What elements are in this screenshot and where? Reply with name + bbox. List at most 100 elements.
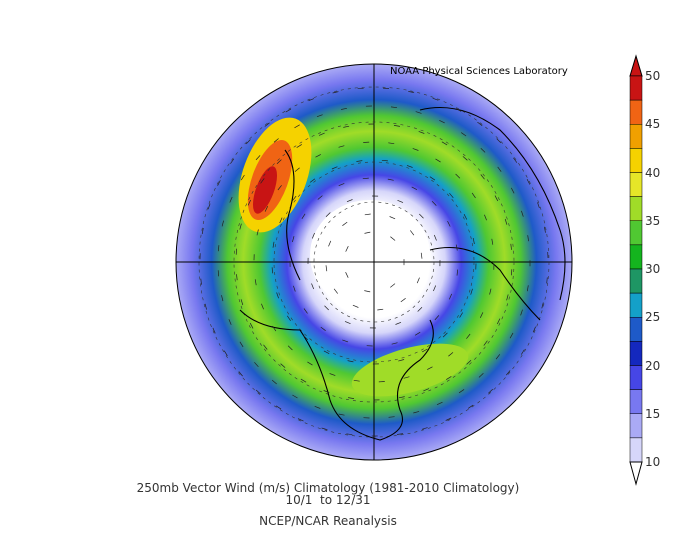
colorbar-swatch xyxy=(629,292,643,318)
wind-arrow xyxy=(229,196,233,203)
colorbar-tick-label: 40 xyxy=(645,165,661,180)
wind-arrow xyxy=(484,214,487,221)
wind-arrow xyxy=(240,174,245,181)
wind-arrow xyxy=(272,241,275,248)
wind-arrow xyxy=(264,206,269,212)
colorbar-min-arrow xyxy=(629,461,643,486)
wind-arrow xyxy=(389,216,396,220)
wind-arrow xyxy=(496,318,501,325)
wind-arrow xyxy=(255,155,261,161)
wind-arrow xyxy=(544,226,546,233)
wind-arrow xyxy=(390,283,396,288)
colorbar-swatch xyxy=(629,317,643,342)
wind-arrow xyxy=(297,418,304,422)
wind-arrow xyxy=(410,230,415,236)
wind-arrow xyxy=(261,303,264,310)
wind-arrow xyxy=(387,178,394,181)
wind-arrow xyxy=(477,121,483,126)
wind-arrow xyxy=(442,332,448,338)
wind-arrow xyxy=(276,292,279,299)
polar-low-wind xyxy=(310,200,430,310)
wind-arrow xyxy=(521,210,524,217)
color-legend xyxy=(629,54,643,486)
wind-arrow xyxy=(416,277,420,284)
wind-arrow xyxy=(279,217,283,224)
wind-arrow xyxy=(343,125,350,128)
wind-arrow xyxy=(420,252,423,259)
wind-arrow xyxy=(491,238,494,245)
wind-arrow xyxy=(520,309,523,316)
wind-arrow xyxy=(201,228,204,235)
wind-arrow xyxy=(346,433,353,436)
colorbar-tick-label: 20 xyxy=(645,358,661,373)
latitude-circles xyxy=(198,86,550,438)
wind-arrow xyxy=(461,132,467,137)
colorbar-swatch xyxy=(629,365,643,390)
wind-arrow xyxy=(333,288,338,294)
wind-arrow xyxy=(455,108,462,112)
wind-arrow xyxy=(320,326,326,331)
atlantic-jet xyxy=(351,343,469,397)
colorbar-tick-label: 35 xyxy=(645,213,661,228)
colorbar-swatch xyxy=(629,389,643,414)
wind-arrow xyxy=(463,214,468,220)
wind-arrow xyxy=(381,159,388,162)
colorbar-swatch xyxy=(629,413,643,439)
wind-arrow xyxy=(263,344,268,350)
wind-arrow xyxy=(271,267,273,274)
wind-arrow xyxy=(318,132,325,136)
wind-arrow xyxy=(532,326,536,333)
wind-arrow xyxy=(315,154,321,158)
wind-arrow xyxy=(488,388,494,394)
wind-arrow xyxy=(506,294,509,301)
wind-arrow xyxy=(472,238,475,244)
wind-arrow xyxy=(513,157,518,163)
wind-arrow xyxy=(317,195,323,200)
wind-arrow xyxy=(292,195,297,202)
wind-arrow xyxy=(293,285,296,292)
wind-arrow xyxy=(418,131,425,134)
wind-arrow xyxy=(447,220,451,227)
wind-arrow xyxy=(497,166,502,172)
graticule xyxy=(175,63,573,461)
wind-arrow xyxy=(260,178,265,184)
wind-arrow xyxy=(377,308,384,311)
wind-arrow xyxy=(276,159,282,165)
wind-arrow xyxy=(413,411,420,414)
wind-arrow xyxy=(397,199,404,203)
wind-arrow xyxy=(504,218,508,225)
wind-arrow xyxy=(391,342,398,345)
wind-arrow xyxy=(433,234,437,241)
wind-arrow xyxy=(466,359,472,365)
wind-arrow xyxy=(338,145,345,148)
wind-arrow xyxy=(271,379,277,385)
wind-arrow xyxy=(448,352,454,357)
wind-arrow xyxy=(303,308,308,314)
wind-arrow xyxy=(256,229,259,236)
wind-arrow xyxy=(393,125,400,127)
wind-arrow xyxy=(294,124,300,129)
wind-arrow xyxy=(228,319,232,325)
wind-arrow xyxy=(415,111,422,114)
wind-arrow xyxy=(388,416,395,418)
wind-arrow xyxy=(471,192,476,199)
wind-arrow xyxy=(249,322,254,329)
wind-arrow xyxy=(456,269,459,276)
wind-arrow xyxy=(429,176,436,181)
wind-arrow xyxy=(537,202,540,209)
wind-arrow xyxy=(352,304,359,308)
wind-arrow xyxy=(292,236,295,243)
wind-arrow xyxy=(331,166,338,170)
wind-arrow xyxy=(439,119,445,124)
colorbar-tick-label: 25 xyxy=(645,310,661,325)
colorbar-swatch xyxy=(629,172,643,197)
credit-label: NOAA Physical Sciences Laboratory xyxy=(390,66,568,77)
wind-arrow xyxy=(272,325,277,332)
wind-arrow xyxy=(311,283,315,290)
wind-arrow xyxy=(390,106,398,109)
wind-arrow xyxy=(398,396,405,399)
wind-arrow xyxy=(325,212,331,217)
wind-arrow xyxy=(217,180,221,186)
wind-arrow xyxy=(240,299,244,306)
wind-arrow xyxy=(431,201,437,206)
